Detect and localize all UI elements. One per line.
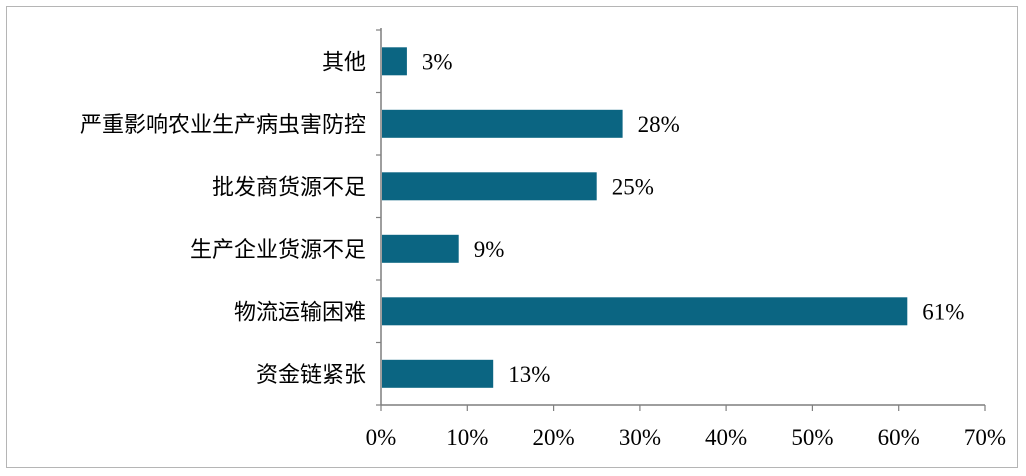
data-label: 13% — [508, 362, 550, 387]
bar — [382, 47, 407, 76]
x-tick-label: 30% — [619, 425, 661, 450]
chart-frame — [6, 6, 1018, 468]
bar — [382, 297, 908, 326]
data-label: 61% — [922, 299, 964, 324]
bar — [382, 109, 623, 138]
x-tick-label: 0% — [366, 425, 397, 450]
data-label: 9% — [474, 237, 505, 262]
category-label: 批发商货源不足 — [212, 175, 366, 200]
data-label: 25% — [612, 174, 654, 199]
category-label: 资金链紧张 — [256, 363, 366, 388]
category-label: 严重影响农业生产病虫害防控 — [80, 113, 366, 138]
bar — [382, 234, 459, 263]
x-tick-label: 50% — [791, 425, 833, 450]
x-tick-label: 60% — [878, 425, 920, 450]
category-label: 其他 — [322, 50, 366, 75]
x-tick-label: 40% — [705, 425, 747, 450]
data-label: 3% — [422, 49, 453, 74]
category-label: 物流运输困难 — [234, 300, 366, 325]
x-tick-label: 20% — [533, 425, 575, 450]
category-label: 生产企业货源不足 — [190, 238, 366, 263]
bar — [382, 359, 494, 388]
x-tick-label: 10% — [446, 425, 488, 450]
x-tick-label: 70% — [964, 425, 1006, 450]
bar — [382, 172, 597, 201]
data-label: 28% — [638, 112, 680, 137]
